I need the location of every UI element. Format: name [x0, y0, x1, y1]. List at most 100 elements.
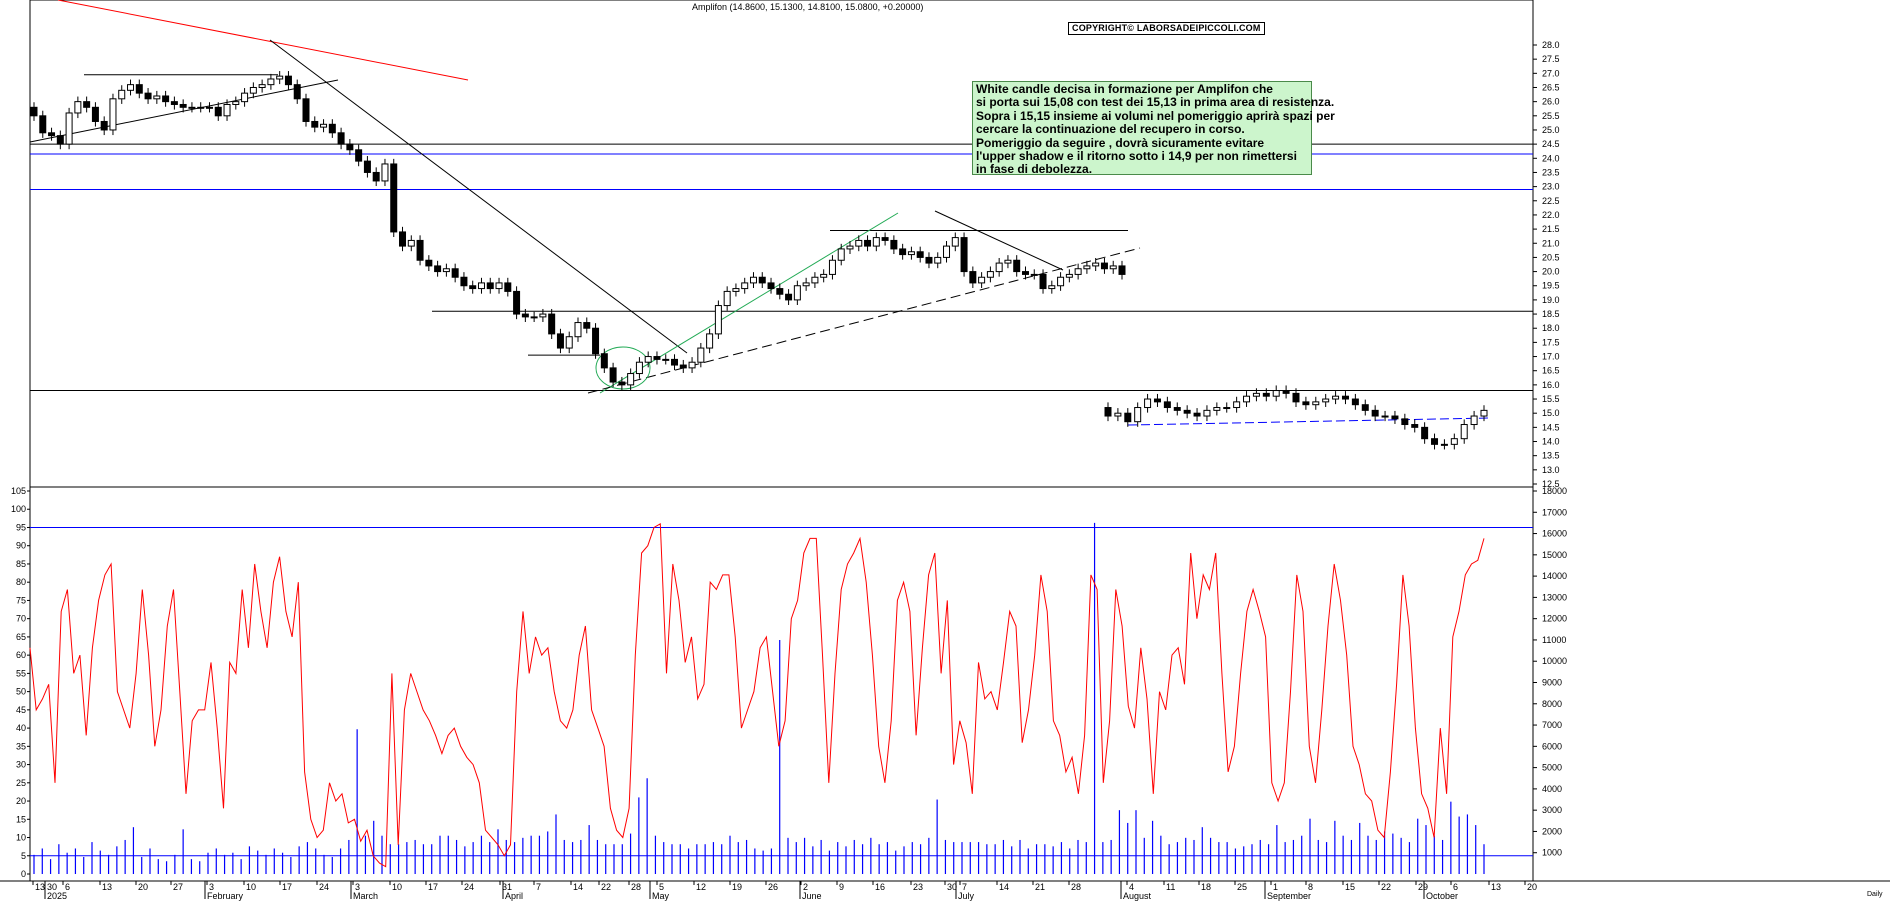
chart-title: Amplifon (14.8600, 15.1300, 14.8100, 15.… — [692, 2, 923, 12]
candle-body — [188, 106, 196, 109]
candle-body — [688, 361, 696, 369]
candle-body — [1183, 409, 1191, 414]
y-tick-label: 28.0 — [1542, 40, 1560, 50]
candle-body — [1193, 412, 1201, 417]
candle-body — [521, 313, 529, 318]
vol-tick-label: 13000 — [1542, 592, 1567, 602]
osc-tick-label: 0 — [21, 869, 26, 879]
candle-body — [907, 251, 915, 256]
candle-body — [706, 333, 714, 349]
y-tick-label: 27.0 — [1542, 68, 1560, 78]
candle-body — [785, 293, 793, 301]
candle-body — [1381, 415, 1389, 418]
y-tick-label: 26.5 — [1542, 82, 1560, 92]
month-label: April — [505, 891, 523, 901]
vol-tick-label: 15000 — [1542, 550, 1567, 560]
candle-body — [1431, 438, 1439, 445]
osc-tick-label: 105 — [11, 486, 26, 496]
candle-body — [118, 89, 126, 100]
candle-body — [91, 106, 99, 122]
y-tick-label: 16.0 — [1542, 380, 1560, 390]
trend-line-blue-dashed — [1127, 417, 1491, 426]
candle-body — [899, 248, 907, 256]
candle-body — [934, 256, 942, 264]
y-tick-label: 14.0 — [1542, 437, 1560, 447]
candle-body — [293, 84, 301, 100]
note-line: in fase di debolezza. — [976, 162, 1093, 177]
vol-tick-label: 9000 — [1542, 678, 1562, 688]
y-tick-label: 20.0 — [1542, 267, 1560, 277]
price-panel — [29, 0, 1533, 450]
trend-line-dashed — [587, 247, 1141, 394]
candle-body — [249, 86, 257, 94]
trend-line-black — [29, 79, 339, 143]
candle-body — [1371, 409, 1379, 417]
x-tick-label: 18 — [1201, 882, 1211, 892]
candle-body — [363, 160, 371, 173]
candle-body — [644, 356, 652, 363]
candle-body — [618, 381, 626, 386]
candle-body — [162, 95, 170, 103]
candle-body — [355, 149, 363, 162]
vol-tick-label: 11000 — [1542, 635, 1566, 645]
y-tick-label: 22.0 — [1542, 210, 1560, 220]
candle-body — [1351, 398, 1359, 406]
y-tick-label: 20.5 — [1542, 252, 1560, 262]
candle-body — [486, 282, 494, 290]
candle-body — [320, 123, 328, 128]
candle-body — [425, 259, 433, 267]
candle-body — [284, 75, 292, 86]
candle-body — [214, 106, 222, 117]
candle-body — [1252, 392, 1260, 397]
candle-body — [127, 84, 135, 91]
x-tick-label: 29 — [1418, 882, 1428, 892]
candle-body — [1118, 265, 1126, 275]
x-tick-label: 12 — [696, 882, 706, 892]
vol-tick-label: 16000 — [1542, 529, 1567, 539]
candle-body — [539, 313, 547, 318]
candle-body — [530, 316, 538, 319]
candle-body — [583, 322, 591, 329]
candle-body — [995, 262, 1003, 273]
note-line: Pomeriggio da seguire , dovrà sicurament… — [976, 135, 1265, 150]
candle-body — [776, 288, 784, 295]
candle-body — [1048, 285, 1056, 290]
candle-body — [793, 285, 801, 301]
corner-label: Daily — [1867, 891, 1883, 898]
candle-body — [802, 282, 810, 287]
osc-tick-label: 100 — [11, 504, 26, 514]
candle-body — [1332, 395, 1340, 400]
copyright-label: COPYRIGHT© LABORSADEIPICCOLI.COM — [1068, 22, 1265, 35]
candle-body — [1460, 424, 1468, 440]
candle-body — [916, 251, 924, 258]
vol-tick-label: 2000 — [1542, 826, 1562, 836]
candle-body — [451, 268, 459, 278]
candle-body — [74, 101, 82, 114]
note-line: White candle decisa in formazione per Am… — [976, 82, 1273, 96]
candle-body — [1074, 268, 1082, 275]
x-tick-label: 5 — [659, 882, 664, 892]
candle-body — [1440, 443, 1448, 446]
y-tick-label: 24.0 — [1542, 153, 1560, 163]
x-tick-label: 15 — [1345, 882, 1355, 892]
candle-body — [495, 282, 503, 290]
candle-body — [328, 123, 336, 134]
y-tick-label: 23.5 — [1542, 167, 1560, 177]
month-label: June — [802, 891, 822, 901]
candle-body — [311, 120, 319, 128]
candle-body — [302, 98, 310, 122]
candle-body — [434, 265, 442, 273]
y-tick-label: 19.0 — [1542, 295, 1560, 305]
osc-tick-label: 40 — [16, 723, 26, 733]
candle-body — [1322, 398, 1330, 403]
candle-body — [855, 239, 863, 247]
x-tick-label: 28 — [1071, 882, 1081, 892]
candle-body — [1341, 395, 1349, 400]
y-tick-label: 17.5 — [1542, 337, 1560, 347]
candle-body — [1470, 415, 1478, 426]
osc-tick-label: 80 — [16, 577, 26, 587]
candle-body — [811, 276, 819, 284]
candle-body — [1262, 392, 1270, 397]
note-line: l'upper shadow e il ritorno sotto i 14,9… — [976, 149, 1297, 164]
